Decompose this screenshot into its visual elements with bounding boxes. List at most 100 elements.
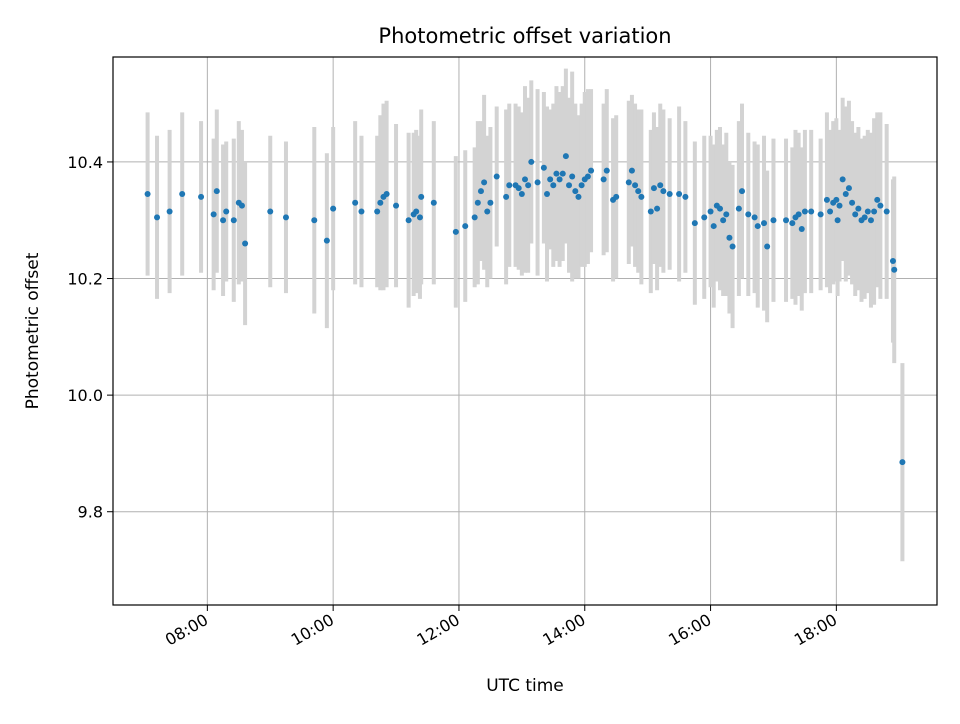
data-point xyxy=(834,217,841,224)
data-point xyxy=(889,258,896,265)
data-point xyxy=(503,193,510,200)
data-point xyxy=(477,188,484,195)
data-point xyxy=(471,214,478,221)
data-point xyxy=(493,173,500,180)
data-point xyxy=(891,266,898,273)
chart-title: Photometric offset variation xyxy=(378,24,671,48)
data-point xyxy=(525,182,532,189)
data-point xyxy=(726,234,733,241)
data-point xyxy=(506,182,513,189)
data-point xyxy=(330,205,337,212)
data-point xyxy=(877,202,884,209)
y-tick-label: 10.4 xyxy=(67,153,103,172)
data-point xyxy=(735,205,742,212)
data-point xyxy=(352,199,359,206)
data-point xyxy=(745,211,752,218)
data-point xyxy=(823,196,830,203)
x-axis-label: UTC time xyxy=(486,676,564,696)
data-point xyxy=(770,217,777,224)
data-point xyxy=(707,208,714,215)
data-point xyxy=(556,176,563,183)
data-point xyxy=(654,205,661,212)
plot-frame xyxy=(112,56,938,606)
data-point xyxy=(144,191,151,197)
data-point xyxy=(723,211,730,218)
data-point xyxy=(383,191,390,197)
data-point xyxy=(484,208,491,215)
data-point xyxy=(405,217,412,224)
data-point xyxy=(238,202,245,209)
data-point xyxy=(179,191,186,197)
data-point xyxy=(282,214,289,221)
data-point xyxy=(553,170,560,177)
y-axis-label: Photometric offset xyxy=(23,252,43,409)
data-point xyxy=(761,220,768,227)
y-tick-label: 10.0 xyxy=(67,386,103,405)
data-point xyxy=(666,191,673,197)
y-axis: 9.8 10.0 10.2 10.4 xyxy=(67,153,113,522)
data-point xyxy=(544,191,551,197)
data-point xyxy=(393,202,400,209)
data-point xyxy=(676,191,683,197)
data-point xyxy=(572,188,579,195)
data-point xyxy=(739,188,746,195)
y-tick-label: 10.2 xyxy=(67,270,103,289)
data-point xyxy=(540,164,547,171)
data-point xyxy=(522,176,528,183)
data-point xyxy=(566,182,573,189)
data-point xyxy=(871,208,878,215)
data-point xyxy=(230,217,237,224)
data-point xyxy=(716,205,723,212)
data-point xyxy=(242,240,249,247)
data-point xyxy=(311,217,318,224)
data-point xyxy=(416,214,423,221)
data-point xyxy=(682,193,689,200)
data-point xyxy=(801,208,808,215)
data-point xyxy=(657,182,664,189)
data-point xyxy=(487,199,494,206)
data-point xyxy=(547,176,554,183)
data-point xyxy=(323,237,330,244)
data-point xyxy=(827,208,834,215)
data-point xyxy=(613,193,620,200)
data-point xyxy=(518,191,525,197)
data-point xyxy=(220,217,227,224)
data-point xyxy=(795,211,802,218)
data-point xyxy=(650,185,657,192)
data-point xyxy=(413,208,420,215)
data-point xyxy=(452,228,459,235)
data-point xyxy=(198,193,205,200)
data-point xyxy=(783,217,790,224)
data-point xyxy=(600,176,607,183)
data-point xyxy=(808,208,815,215)
data-point xyxy=(430,199,437,206)
data-point xyxy=(833,196,840,203)
data-point xyxy=(584,173,591,180)
data-point xyxy=(836,202,843,209)
data-point xyxy=(154,214,161,221)
data-point xyxy=(575,193,582,200)
data-point xyxy=(166,208,173,215)
data-point xyxy=(855,205,862,212)
data-point xyxy=(691,220,698,227)
data-point xyxy=(603,167,610,174)
data-point xyxy=(210,211,217,218)
data-point xyxy=(515,185,522,192)
data-point xyxy=(729,243,736,250)
data-point xyxy=(588,167,595,174)
data-point xyxy=(701,214,708,221)
data-point xyxy=(632,182,639,189)
data-point xyxy=(660,188,667,195)
data-point xyxy=(864,208,871,215)
data-point xyxy=(534,179,541,186)
data-point xyxy=(899,459,906,466)
data-point xyxy=(861,214,868,221)
data-point xyxy=(867,217,874,224)
data-point xyxy=(710,223,717,230)
data-point xyxy=(720,217,727,224)
data-point xyxy=(635,188,642,195)
data-point xyxy=(751,214,758,221)
data-point xyxy=(358,208,365,215)
data-point xyxy=(628,167,635,174)
